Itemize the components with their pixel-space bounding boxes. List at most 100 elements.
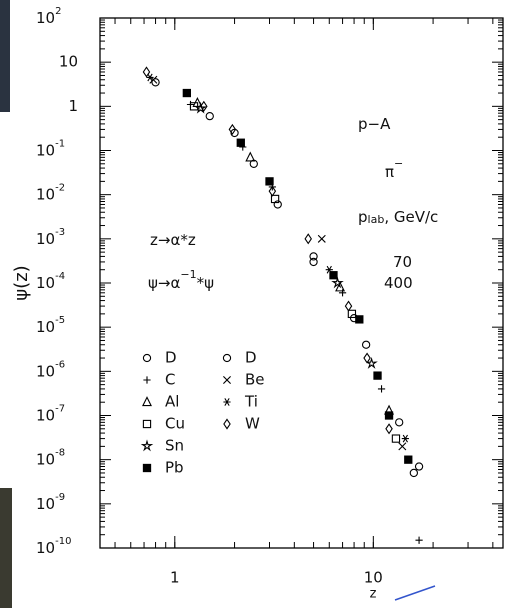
y-tick-exponent: -7: [55, 404, 65, 415]
x-tick-label: 1: [170, 569, 180, 587]
data-point: [385, 423, 393, 435]
data-point: [142, 66, 151, 78]
y-tick-exponent: -4: [55, 271, 65, 282]
y-tick-label: 10-3: [36, 227, 65, 248]
data-point: [361, 340, 371, 349]
data-point: [414, 462, 424, 471]
y-tick-label: 10-6: [36, 359, 65, 380]
data-point: [325, 265, 333, 274]
data-point: [355, 315, 364, 324]
data-point: [309, 257, 318, 267]
legend-label: W: [245, 415, 260, 433]
legend-label: Al: [165, 393, 179, 411]
annotation-text: z→α*z: [150, 231, 196, 249]
data-point: [265, 177, 274, 186]
edge-image: [0, 488, 12, 608]
annotation-tail: *ψ: [197, 274, 215, 292]
annotation-subscript: lab: [368, 213, 385, 226]
legend-marker: [143, 376, 151, 384]
y-tick-exponent: 2: [55, 6, 61, 17]
data-point: [329, 271, 338, 280]
annotation: 70: [393, 253, 412, 271]
data-point: [304, 233, 312, 245]
data-point: [236, 138, 245, 147]
data-point: [182, 88, 191, 98]
y-tick-exponent: -2: [55, 183, 65, 194]
legend-label: C: [165, 371, 175, 389]
legend-label: Sn: [165, 437, 184, 455]
edge-image: [0, 0, 10, 112]
data-point: [228, 123, 237, 136]
legend-label: D: [245, 349, 257, 367]
y-tick-exponent: -3: [55, 227, 65, 238]
y-tick-label: 10: [59, 53, 78, 71]
annotation-text: 400: [384, 274, 413, 292]
y-tick-base: 10: [36, 141, 55, 159]
annotation-text: π: [385, 163, 394, 181]
y-tick-base: 10: [36, 9, 55, 27]
annotation: π−: [385, 157, 403, 181]
data-point: [200, 100, 208, 112]
data-point: [151, 78, 160, 87]
data-point: [146, 73, 154, 82]
legend-marker: [223, 418, 231, 430]
y-tick-exponent: -1: [55, 139, 65, 150]
legend-marker: [142, 463, 152, 473]
data-point: [404, 455, 413, 464]
y-tick-exponent: -6: [55, 359, 65, 370]
y-tick-base: 10: [36, 318, 55, 336]
data-point: [344, 300, 353, 312]
y-tick-base: 10: [36, 185, 55, 203]
data-point: [349, 314, 359, 323]
y-tick-exponent: -10: [55, 536, 71, 547]
data-point: [273, 200, 282, 209]
data-point: [377, 385, 386, 393]
arrow: [394, 585, 436, 601]
annotation-text: 70: [393, 253, 412, 271]
y-tick-exponent: -9: [55, 492, 65, 503]
data-point: [194, 101, 207, 114]
data-point: [245, 151, 256, 162]
y-tick-label: 10-1: [36, 139, 65, 160]
annotation-superscript: −1: [180, 268, 196, 281]
y-tick-base: 10: [36, 450, 55, 468]
data-point: [309, 252, 318, 261]
y-tick-base: 10: [36, 539, 55, 557]
y-tick-label: 1: [68, 97, 78, 115]
legend-marker: [142, 419, 152, 429]
annotation-text: ψ→α: [148, 274, 180, 292]
x-tick-label: 10: [364, 569, 383, 587]
data-point: [230, 128, 239, 138]
y-tick-label: 10-2: [36, 183, 65, 204]
legend-label: Be: [245, 371, 265, 389]
legend-marker: [142, 353, 152, 363]
y-tick-base: 10: [36, 229, 55, 247]
legend-marker: [142, 396, 152, 407]
y-tick-label: 10-9: [36, 492, 65, 513]
annotation: p−A: [358, 115, 391, 133]
data-point: [270, 194, 280, 204]
y-tick-base: 10: [36, 406, 55, 424]
data-point: [189, 102, 199, 111]
annotation-tail: , GeV/c: [384, 208, 438, 226]
y-tick-exponent: -8: [55, 448, 65, 459]
data-point: [347, 309, 357, 319]
data-point: [409, 468, 418, 478]
annotation: ψ→α−1*ψ: [148, 268, 214, 292]
legend-marker: [223, 376, 231, 384]
legend-label: Cu: [165, 415, 185, 433]
data-point: [384, 411, 394, 420]
data-point: [395, 418, 404, 427]
data-point: [335, 281, 346, 292]
data-point: [365, 356, 378, 369]
legend-label: Ti: [244, 393, 258, 411]
legend-marker: [140, 439, 154, 452]
y-tick-label: 10-7: [36, 404, 65, 425]
x-axis-label: z: [370, 587, 377, 602]
legend-marker: [222, 353, 232, 363]
legend-marker: [223, 398, 231, 406]
data-point: [373, 371, 382, 380]
y-tick-label: 10-8: [36, 448, 65, 469]
data-point: [391, 434, 401, 443]
data-point: [205, 111, 214, 121]
